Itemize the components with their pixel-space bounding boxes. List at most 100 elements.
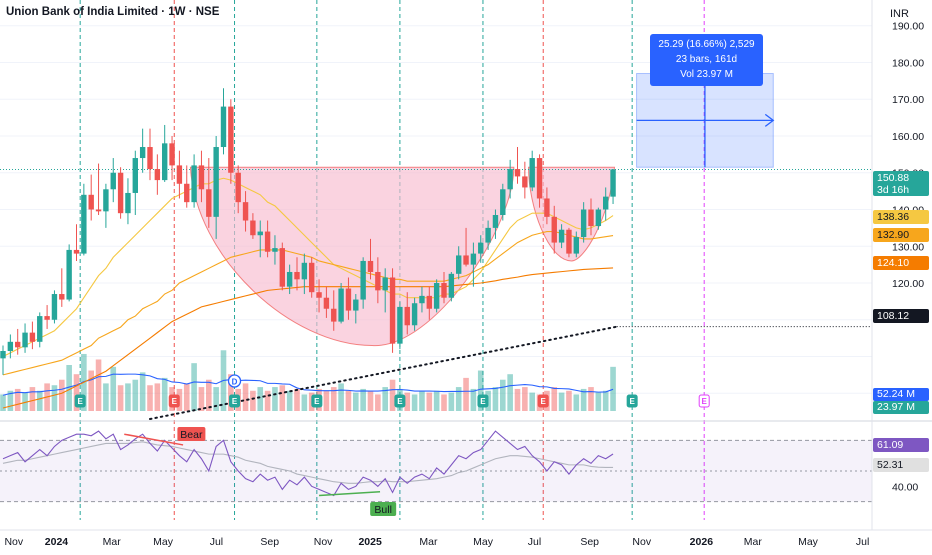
volume-bar <box>522 387 528 411</box>
volume-bar <box>507 374 513 411</box>
candle-body <box>44 316 50 320</box>
earnings-marker-letter: E <box>702 397 708 406</box>
volume-bar <box>95 359 102 411</box>
candle-body <box>580 209 587 238</box>
dividend-marker-circle <box>227 374 242 388</box>
candle-body <box>301 262 308 280</box>
volume-bar <box>323 390 330 411</box>
candle-body <box>514 169 521 177</box>
last-price-tag: 150.88 3d 16h <box>873 171 929 196</box>
time-tick-label: May <box>798 536 819 548</box>
candle-body <box>566 229 572 254</box>
candle-body <box>220 106 227 148</box>
volume-bar <box>411 394 418 411</box>
candle-body <box>206 189 212 217</box>
candle-body <box>478 242 484 254</box>
candle-body <box>419 295 425 304</box>
time-tick-label: 2024 <box>45 536 69 548</box>
candle-body <box>0 351 6 359</box>
volume-bar <box>117 385 124 411</box>
candle-body <box>345 288 352 311</box>
candle-body <box>595 209 602 227</box>
candle-body <box>235 172 241 203</box>
earnings-marker-box <box>537 394 549 408</box>
earnings-marker-letter: E <box>541 397 547 406</box>
candle-body <box>397 306 403 344</box>
candle-body <box>536 158 543 199</box>
price-tick-label: 180.00 <box>892 57 924 69</box>
candle-body <box>184 183 190 203</box>
candle-body <box>441 283 447 298</box>
candle-body <box>360 260 366 300</box>
price-tick-label: 170.00 <box>892 94 924 106</box>
bear-divergence-line <box>124 433 184 446</box>
candle-body <box>147 147 153 170</box>
rsi-line <box>2 430 614 497</box>
earnings-marker: E <box>698 394 710 408</box>
candle-body <box>588 209 594 227</box>
bull-signal-box <box>370 502 397 516</box>
moving-average-lines <box>0 168 872 420</box>
volume-bar <box>279 385 286 411</box>
volume-bar <box>382 387 388 411</box>
candle-body <box>162 143 168 181</box>
rsi-ma-line <box>2 441 614 484</box>
candle-body <box>286 271 293 287</box>
measure-zone[interactable] <box>636 72 775 168</box>
bar-countdown: 3d 16h <box>877 184 910 196</box>
volume-bar <box>353 392 359 411</box>
dividend-marker-letter: D <box>232 378 238 387</box>
candle-body <box>15 341 21 348</box>
price-tick-label: 190.00 <box>892 21 924 33</box>
earnings-marker-letter: E <box>78 397 84 406</box>
volume-bar <box>566 390 572 411</box>
earnings-marker-box <box>168 394 180 408</box>
volume-bar <box>7 390 14 411</box>
volume-bar <box>147 385 153 411</box>
volume-bar <box>455 387 462 411</box>
candle-body <box>507 169 513 190</box>
earnings-marker-letter: E <box>629 397 635 406</box>
cup-and-handle-zone <box>189 166 616 347</box>
price-tick-label: 160.00 <box>892 131 924 143</box>
volume-bar <box>139 372 146 411</box>
candle-body <box>558 229 565 243</box>
earnings-marker-letter: E <box>480 397 486 406</box>
volume-bar <box>573 394 580 411</box>
volume-bar <box>441 394 447 411</box>
earnings-marker: E <box>311 394 323 408</box>
earnings-marker-letter: E <box>172 397 178 406</box>
earnings-marker-box <box>229 394 241 408</box>
time-tick-label: Jul <box>856 536 869 548</box>
volume-bar <box>206 379 212 411</box>
candle-body <box>51 294 58 320</box>
time-tick-label: Sep <box>260 536 279 548</box>
measure-bars: 23 bars, 161d <box>675 54 738 65</box>
rsi-tag: 61.09 <box>873 438 929 452</box>
candle-body <box>522 176 528 188</box>
volume-bar <box>330 387 337 411</box>
bear-signal-box <box>177 427 206 441</box>
bull-signal: Bull <box>370 502 397 516</box>
volume-bar <box>183 383 190 411</box>
volume-bar <box>514 388 521 411</box>
candle-body <box>404 306 410 326</box>
candle-body <box>139 147 146 159</box>
earnings-marker-box <box>698 394 710 408</box>
candle-body <box>470 253 477 265</box>
candle-body <box>573 237 579 254</box>
candle-body <box>551 216 557 243</box>
candlesticks <box>0 88 616 375</box>
volume-bar <box>367 390 374 411</box>
candle-body <box>279 248 285 287</box>
earnings-marker: E <box>168 394 180 408</box>
time-tick-label: May <box>153 536 174 548</box>
candle-body <box>389 277 396 344</box>
volume-bar <box>286 390 293 411</box>
bear-signal: Bear <box>177 427 206 441</box>
candle-body <box>213 147 219 217</box>
volume-bar <box>36 390 43 411</box>
